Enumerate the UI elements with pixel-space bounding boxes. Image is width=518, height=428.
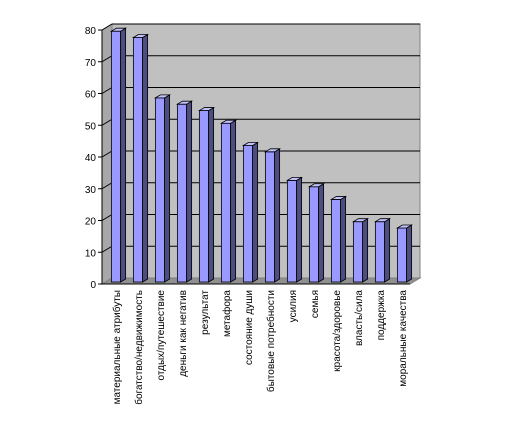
bar <box>109 27 128 283</box>
bar <box>241 141 260 283</box>
category-label: отдых/путешествие <box>156 290 167 381</box>
tick-label: 10 <box>85 248 97 259</box>
bar <box>307 183 326 283</box>
tick-label: 60 <box>85 90 97 101</box>
category-label: метафора <box>221 290 233 337</box>
bar-front <box>132 37 144 283</box>
category-axis: материальные атрибуты богатство/недвижимо… <box>102 283 410 405</box>
bar-side <box>186 100 193 283</box>
value-axis: 0 10 20 30 40 50 60 70 80 <box>85 26 103 291</box>
category-label: власть/сила <box>354 290 365 346</box>
bar <box>175 100 194 283</box>
gridline-side <box>101 55 113 63</box>
bar-front <box>352 221 364 283</box>
category-label: поддержка <box>376 290 387 341</box>
tick-label: 0 <box>90 280 96 291</box>
bar-top <box>219 119 238 124</box>
gridline-side <box>101 245 113 253</box>
bar <box>285 176 304 283</box>
gridline-side <box>101 23 113 31</box>
plot-area <box>100 23 422 285</box>
gridline-side <box>101 214 113 221</box>
bar-front <box>308 186 320 283</box>
bar-side <box>208 106 215 283</box>
gridline-side <box>101 150 113 158</box>
bar-side <box>164 94 171 283</box>
bar-side <box>384 217 391 283</box>
tick-label: 30 <box>85 185 97 196</box>
plot-floor <box>100 277 422 285</box>
category-label: моральные качества <box>398 290 409 387</box>
bar <box>131 33 150 283</box>
category-label: бытовые потребности <box>265 290 277 392</box>
bar <box>263 148 282 283</box>
tick-label: 40 <box>85 153 97 164</box>
bar-side <box>318 183 325 283</box>
category-label: семья <box>310 290 321 318</box>
tick-label: 20 <box>85 217 97 228</box>
bar-side <box>296 176 303 283</box>
bar <box>373 217 392 283</box>
bar-top <box>307 183 326 188</box>
bar-side <box>230 119 237 283</box>
bar-top <box>197 107 216 111</box>
bar-top <box>109 27 128 32</box>
bar-front <box>198 110 210 283</box>
bar-side <box>142 33 149 283</box>
category-label: богатство/недвижимость <box>133 290 145 405</box>
bar <box>395 224 414 283</box>
bar <box>153 94 172 283</box>
bar-side <box>274 148 281 283</box>
bar-front <box>286 179 298 283</box>
bar-top <box>329 196 348 200</box>
category-label: деньги как негатив <box>178 290 189 377</box>
bar-side <box>340 195 347 283</box>
tick-label: 70 <box>85 58 97 69</box>
bar-top <box>285 176 304 181</box>
bar-top <box>373 218 392 223</box>
bar-front <box>374 221 386 283</box>
tick-label: 80 <box>85 26 97 37</box>
bar-front <box>220 122 232 283</box>
bar-top <box>153 94 172 99</box>
bar-side <box>362 217 369 283</box>
bar-top <box>395 224 414 229</box>
bars <box>109 27 414 283</box>
bar-front <box>110 30 122 283</box>
bar-front <box>264 151 276 283</box>
category-label: красота/здоровье <box>332 290 343 372</box>
bar <box>197 106 216 283</box>
gridline-side <box>101 87 113 94</box>
bar-top <box>263 148 282 153</box>
category-label: усилия <box>288 290 299 322</box>
gridline-side <box>101 118 113 126</box>
bar-top <box>131 34 150 38</box>
bar-front <box>330 199 342 283</box>
bar-front <box>176 103 188 283</box>
bar <box>329 195 348 283</box>
bar-side <box>406 224 413 283</box>
bar-side <box>252 141 259 283</box>
bar-top <box>175 100 194 105</box>
bar-top <box>241 142 260 146</box>
bar-front <box>154 97 166 283</box>
tick-label: 50 <box>85 121 97 132</box>
bar-side <box>120 27 127 283</box>
gridline-side <box>101 182 113 190</box>
bar-top <box>351 218 370 223</box>
category-label: материальные атрибуты <box>111 290 123 404</box>
bar <box>219 119 238 283</box>
category-label: состояние души <box>244 290 255 365</box>
bar-front <box>242 145 254 283</box>
bar <box>351 217 370 283</box>
category-label: результат <box>200 290 211 335</box>
bar-front <box>396 227 408 283</box>
